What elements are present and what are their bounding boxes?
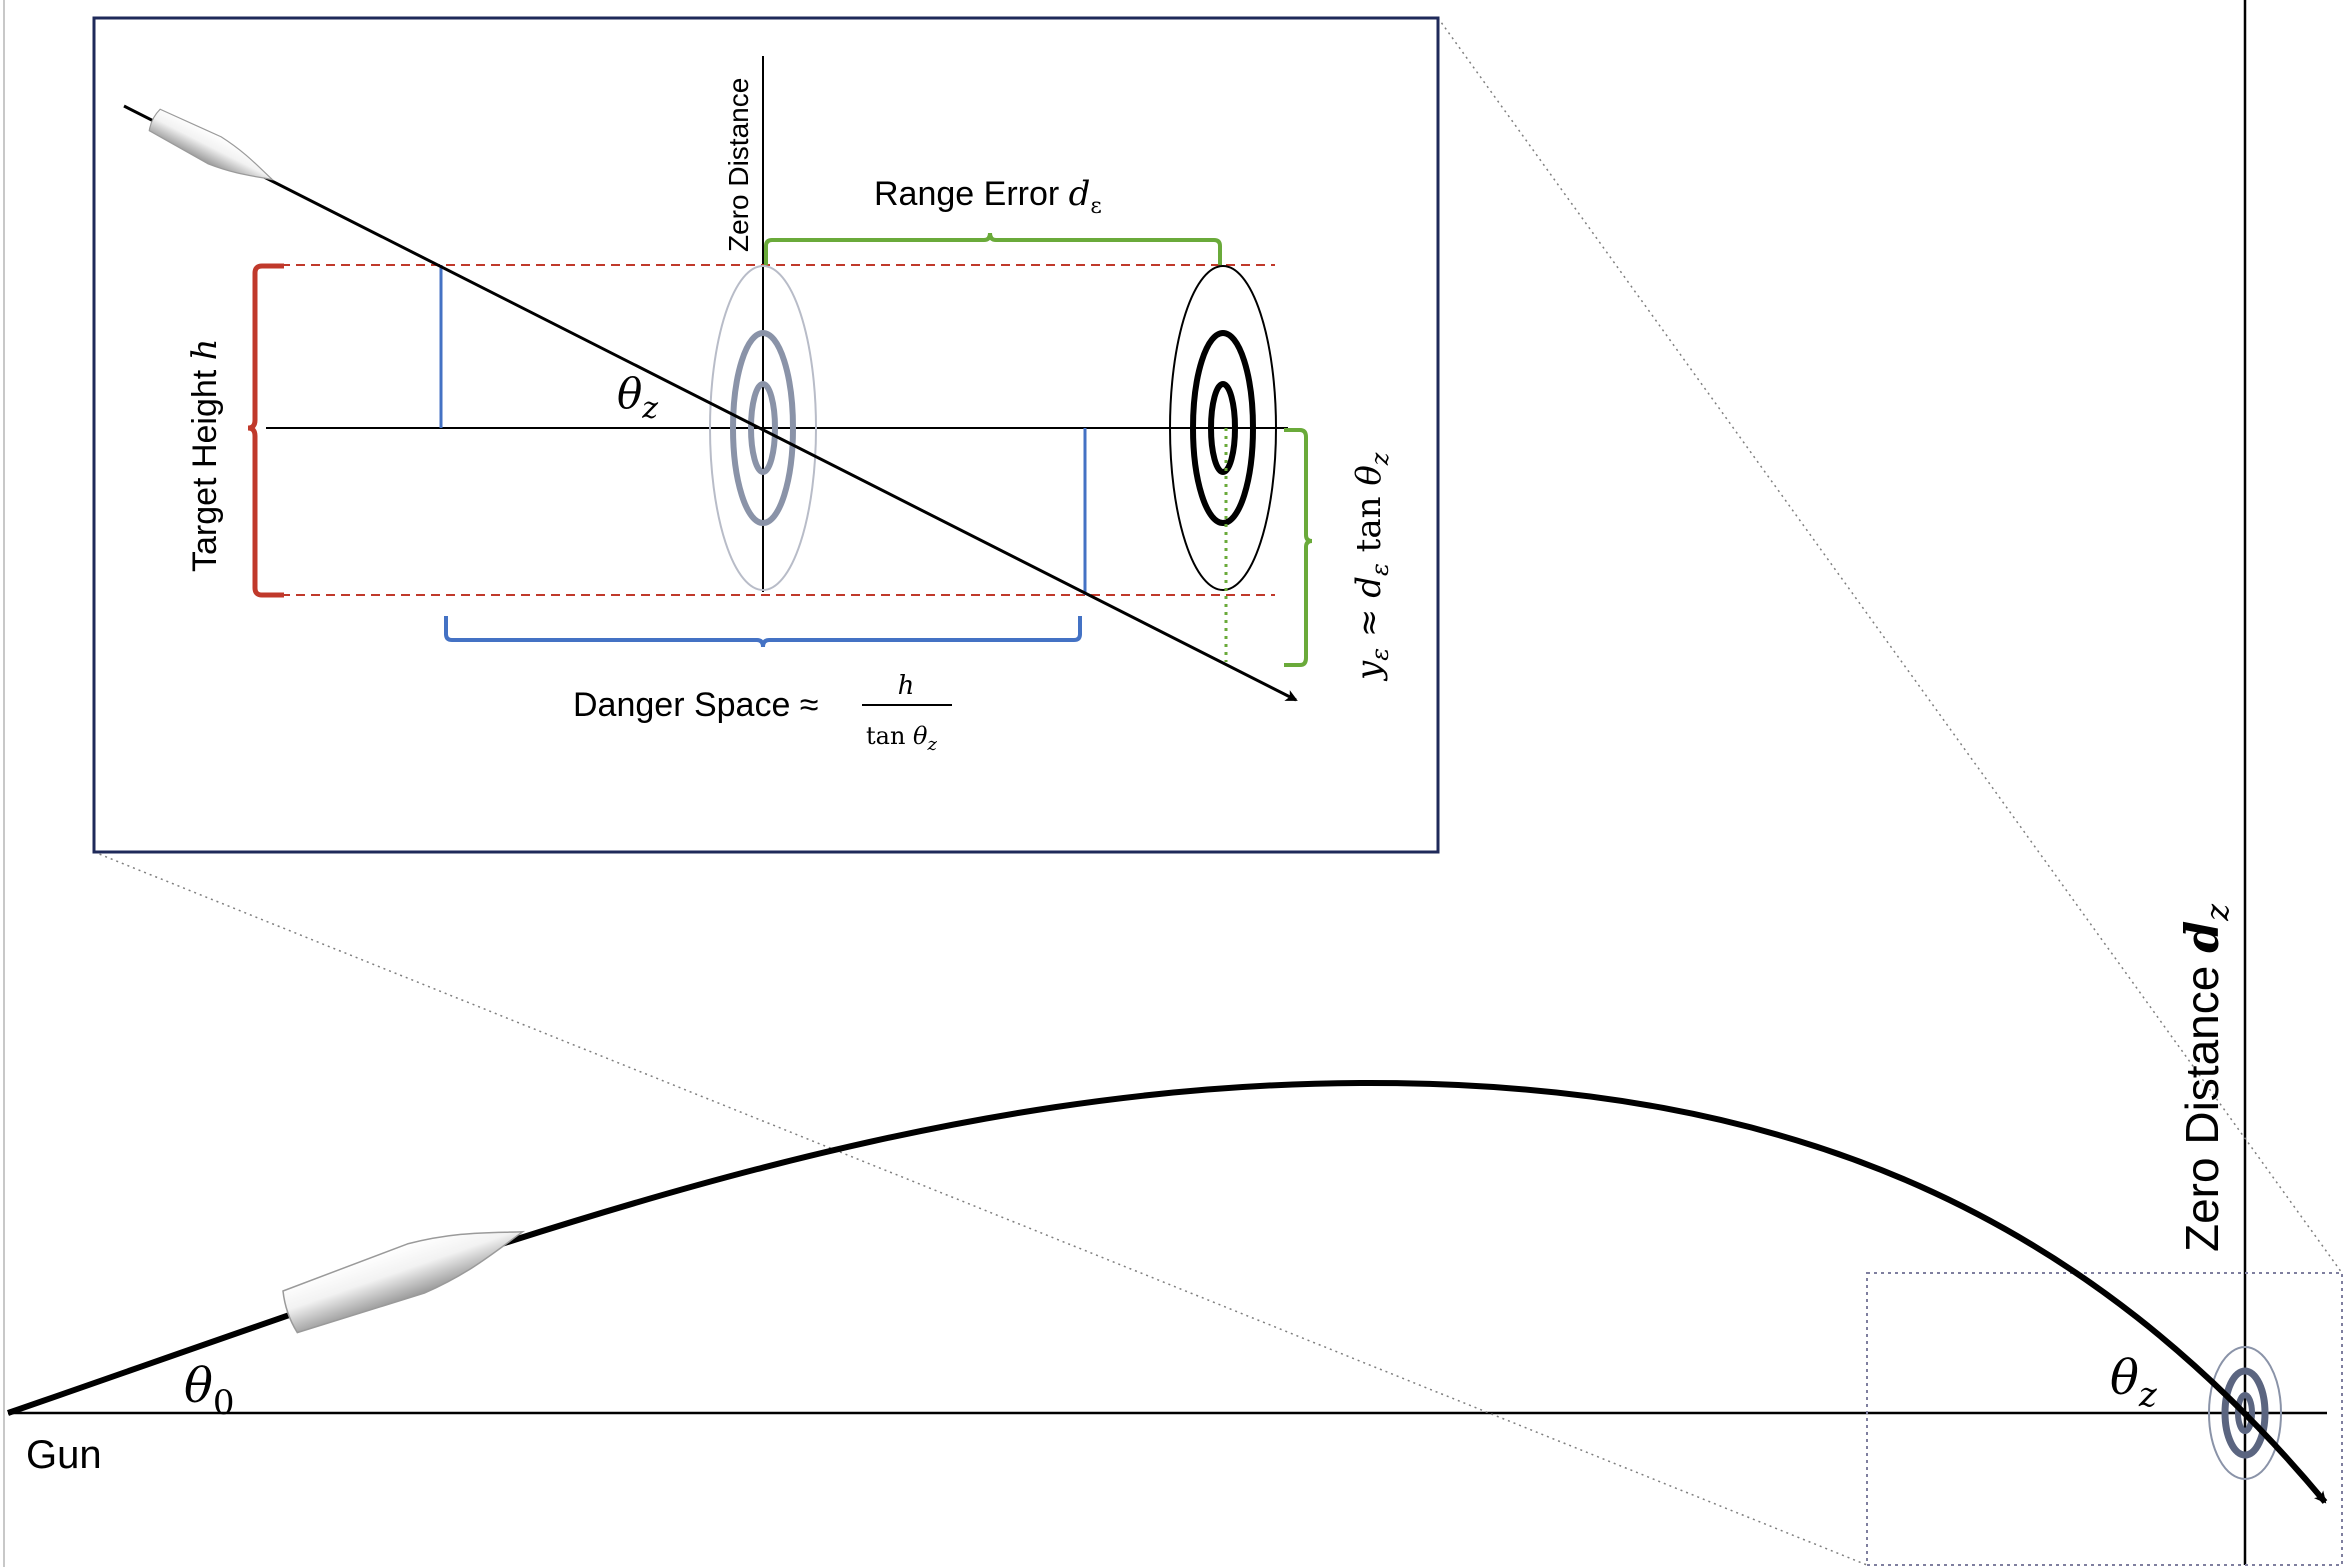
zoom-region-box [1866, 1272, 2343, 1566]
inset-zero-distance-label: Zero Distance [723, 78, 754, 252]
danger-space-label: Danger Space ≈ h tan θz [573, 671, 952, 755]
danger-space-numerator: h [898, 671, 915, 701]
actual-target [1169, 265, 1277, 591]
gun-label: Gun [26, 1433, 102, 1477]
inset-panel: Zero Distance Range Error dε Target Heig… [92, 16, 1440, 854]
zero-distance-label: Zero Distance dz [2175, 903, 2236, 1252]
danger-space-denominator: tan θz [866, 722, 938, 755]
impact-angle-label: θz [2110, 1350, 2158, 1415]
inset-trajectory [123, 104, 1298, 702]
vertical-error-label: yε ≈ dε tan θz [1349, 452, 1394, 682]
main-view: Gun θ0 θz Zero Distance dz [7, 0, 2343, 1566]
inset-bullet [148, 108, 275, 181]
target-height-label: Target Height h [185, 338, 225, 572]
launch-angle-label: θ0 [184, 1358, 235, 1423]
vertical-error-bracket [1284, 428, 1313, 667]
inset-angle-label: θz [617, 369, 658, 426]
zero-target [709, 265, 817, 591]
range-error-label: Range Error dε [874, 174, 1102, 219]
main-target [2208, 1346, 2282, 1480]
main-bullet [282, 1230, 526, 1334]
danger-space-text: Danger Space ≈ [573, 686, 818, 724]
target-height-bracket [247, 263, 284, 598]
danger-space-bracket [444, 616, 1082, 648]
zoom-guide-lower [93, 851, 1868, 1566]
range-error-bracket [764, 232, 1222, 265]
